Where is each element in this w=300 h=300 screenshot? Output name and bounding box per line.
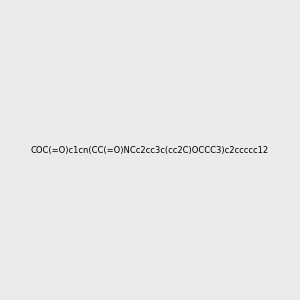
Text: COC(=O)c1cn(CC(=O)NCc2cc3c(cc2C)OCCC3)c2ccccc12: COC(=O)c1cn(CC(=O)NCc2cc3c(cc2C)OCCC3)c2…: [31, 146, 269, 154]
